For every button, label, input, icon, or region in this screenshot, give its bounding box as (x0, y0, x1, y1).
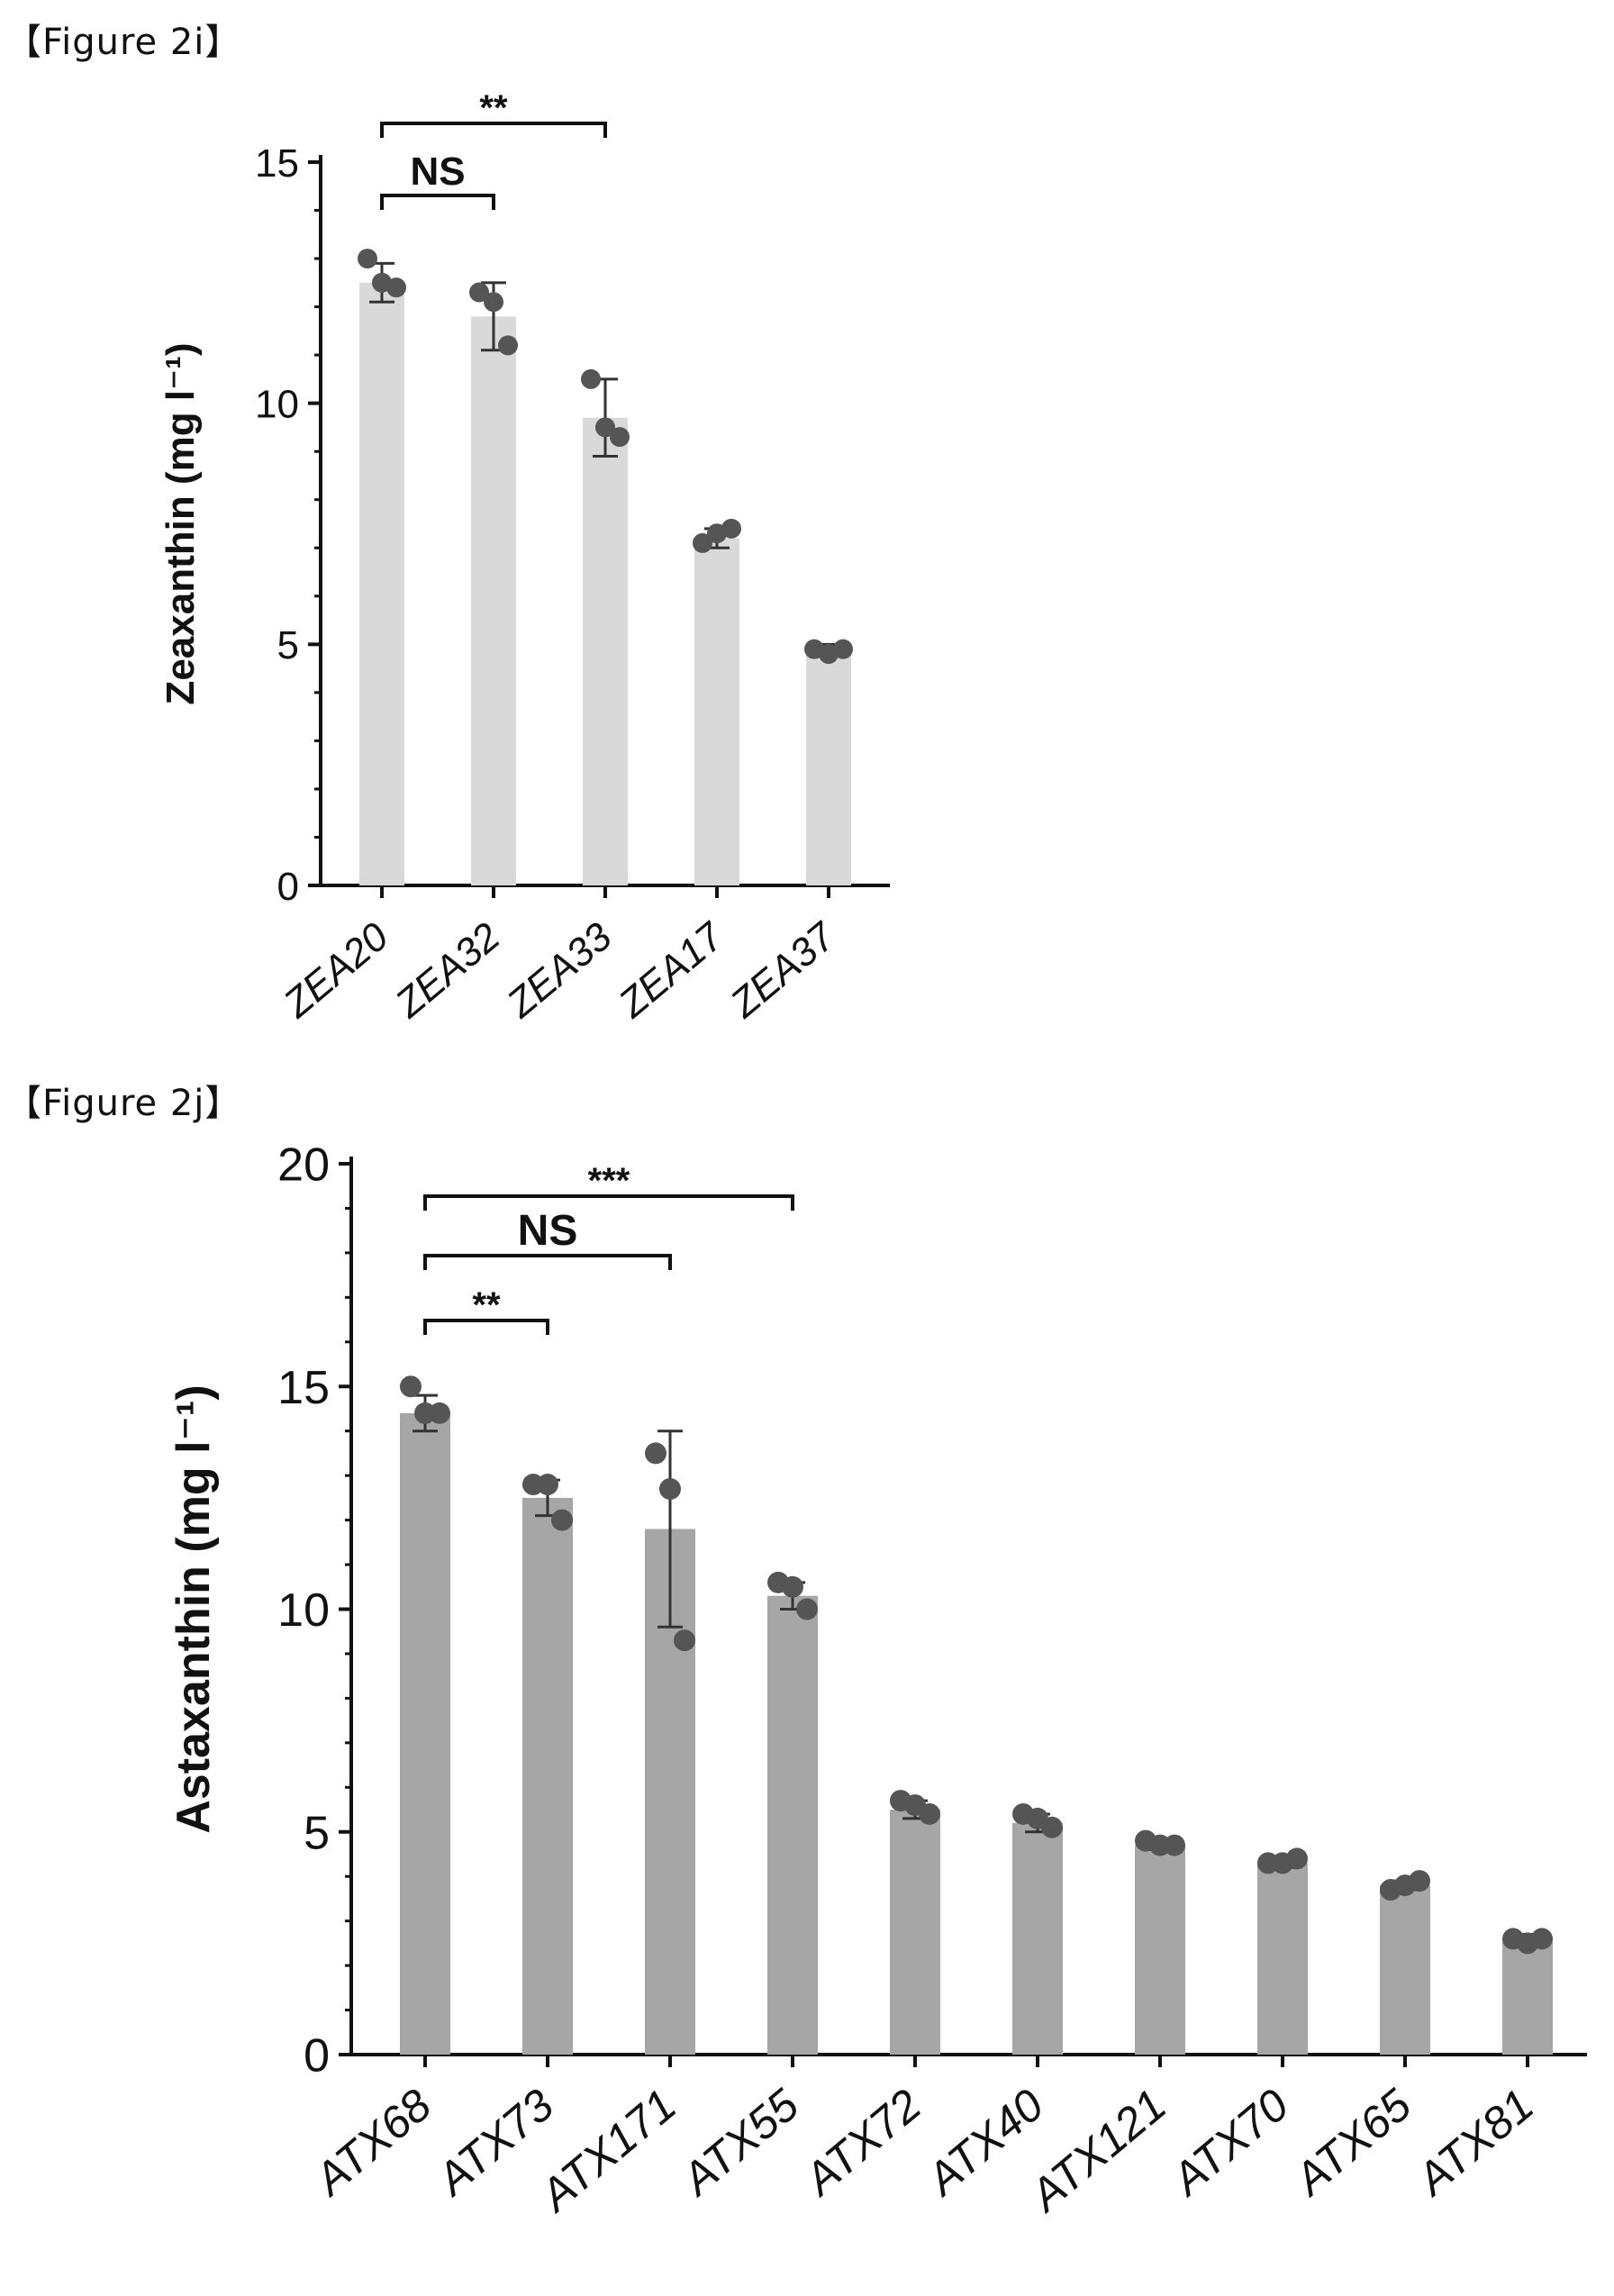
x-tick-label: ATX81 (1406, 2080, 1544, 2207)
bar-atx121 (1135, 1845, 1185, 2055)
data-point (796, 1598, 818, 1620)
data-point (833, 639, 853, 659)
y-tick-label: 0 (277, 865, 299, 909)
data-point (782, 1575, 803, 1598)
x-tick-label: ATX68 (304, 2079, 441, 2206)
bar-zea20 (359, 282, 404, 885)
bar-zea33 (583, 417, 628, 885)
data-point (484, 292, 503, 313)
x-tick-label: ATX65 (1283, 2079, 1421, 2206)
y-tick-label: 0 (304, 2030, 330, 2083)
x-tick-label: ZEA33 (498, 914, 621, 1027)
significance-bracket (423, 1194, 794, 1211)
zeaxanthin-bar-chart: 0 5 10 15 Zeaxanthin (mg l⁻¹) ZEA20ZEA32ZEA33… (159, 88, 890, 1027)
bar-atx65 (1380, 1885, 1430, 2055)
significance-bracket (380, 194, 495, 210)
data-point (386, 277, 406, 298)
bar-atx40 (1012, 1822, 1063, 2055)
x-tick-label: ZEA32 (386, 914, 508, 1027)
significance-label: ** (472, 1285, 501, 1325)
figure-2i-label: 【Figure 2i】 (5, 22, 242, 63)
data-point (1164, 1834, 1185, 1856)
data-point (1409, 1870, 1430, 1892)
bar-zea17 (694, 538, 739, 885)
data-point (429, 1402, 450, 1424)
y-axis-label: Astaxanthin (mg l⁻¹) (168, 1384, 220, 1833)
x-tick-label: ZEA37 (721, 913, 844, 1027)
data-point (358, 249, 377, 269)
data-point (400, 1375, 422, 1398)
significance-bracket (423, 1319, 549, 1335)
significance-label: *** (588, 1161, 630, 1201)
data-point (693, 532, 712, 553)
data-point (659, 1477, 681, 1500)
x-tick-label: ZEA20 (275, 914, 397, 1027)
bar-atx68 (400, 1412, 450, 2055)
data-point (645, 1442, 666, 1465)
data-point (469, 282, 489, 303)
y-tick-label: 10 (255, 383, 299, 427)
data-point (721, 518, 741, 539)
data-point (610, 427, 630, 448)
x-tick-label: ATX70 (1161, 2079, 1299, 2206)
significance-bracket (423, 1254, 672, 1270)
y-tick-label: 5 (304, 1807, 330, 1859)
significance-label: NS (518, 1207, 578, 1255)
figure-2j-label: 【Figure 2j】 (5, 1083, 242, 1124)
x-tick-label: ATX72 (793, 2079, 931, 2206)
data-point (595, 417, 615, 438)
bar-atx72 (890, 1810, 940, 2055)
data-point (919, 1802, 940, 1825)
bar-atx81 (1502, 1938, 1553, 2055)
data-point (551, 1509, 573, 1531)
data-point (1041, 1816, 1063, 1838)
data-point (674, 1629, 695, 1652)
significance-label: ** (479, 88, 508, 128)
bar-zea32 (471, 316, 516, 886)
bar-atx55 (767, 1595, 818, 2055)
x-tick-label: ATX171 (529, 2080, 685, 2223)
data-point (537, 1474, 558, 1496)
significance-bracket (380, 122, 607, 138)
x-tick-label: ZEA17 (610, 913, 732, 1027)
data-point (498, 335, 518, 356)
y-tick-label: 15 (255, 141, 299, 186)
y-axis-label: Zeaxanthin (mg l⁻¹) (159, 342, 203, 704)
bar-atx73 (522, 1497, 573, 2055)
y-tick-label: 15 (277, 1362, 330, 1414)
significance-label: NS (410, 150, 465, 194)
y-tick-label: 20 (277, 1139, 330, 1192)
y-tick-label: 10 (277, 1584, 330, 1637)
bar-atx70 (1257, 1863, 1308, 2055)
data-point (1531, 1928, 1553, 1950)
bar-zea37 (806, 649, 851, 885)
data-point (581, 368, 601, 389)
y-tick-label: 5 (277, 623, 299, 667)
x-tick-label: ATX121 (1019, 2080, 1175, 2223)
x-tick-label: ATX55 (671, 2079, 809, 2206)
data-point (1286, 1847, 1308, 1870)
